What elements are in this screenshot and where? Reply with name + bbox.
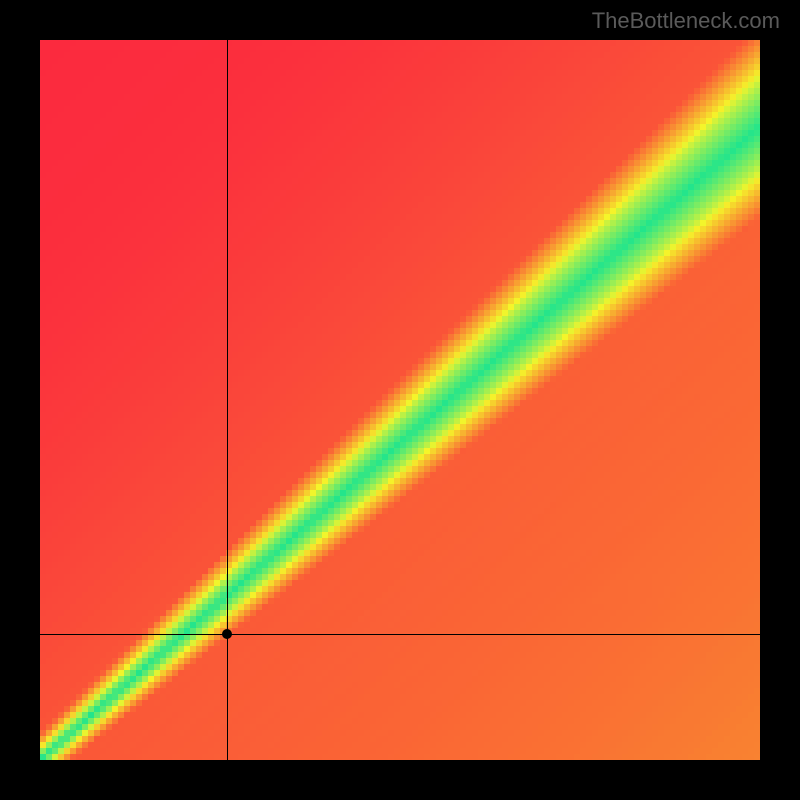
crosshair-vertical bbox=[227, 40, 228, 760]
crosshair-horizontal bbox=[40, 634, 760, 635]
heatmap-canvas bbox=[40, 40, 760, 760]
marker-dot bbox=[222, 629, 232, 639]
chart-container: TheBottleneck.com bbox=[0, 0, 800, 800]
plot-area bbox=[40, 40, 760, 760]
watermark-text: TheBottleneck.com bbox=[592, 8, 780, 34]
